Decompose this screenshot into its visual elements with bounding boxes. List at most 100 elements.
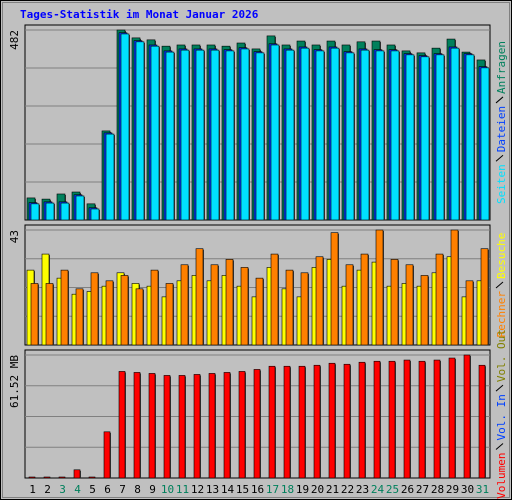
bar <box>103 431 111 479</box>
bar <box>120 33 130 221</box>
x-tick-label: 2 <box>44 483 51 496</box>
bar <box>315 256 324 346</box>
bar <box>405 264 414 346</box>
bar <box>283 365 291 479</box>
bar <box>225 259 234 346</box>
x-tick-label: 17 <box>266 483 279 496</box>
bar <box>238 371 246 479</box>
bar <box>118 371 126 479</box>
bar <box>45 283 54 346</box>
legend-label: Vol. Out <box>495 329 508 382</box>
bar <box>30 203 40 221</box>
x-tick-label: 20 <box>311 483 324 496</box>
bar <box>148 373 156 479</box>
y-tick-label: 482 <box>8 30 21 50</box>
bar <box>28 476 36 479</box>
x-tick-label: 6 <box>104 483 111 496</box>
bar <box>178 375 186 479</box>
bar <box>450 229 459 346</box>
x-tick-label: 4 <box>74 483 81 496</box>
bar <box>88 476 96 479</box>
bar <box>330 47 340 221</box>
bar <box>240 48 250 221</box>
bar <box>135 41 145 221</box>
bar <box>268 365 276 479</box>
bar <box>360 49 370 221</box>
x-tick-label: 22 <box>341 483 354 496</box>
bar <box>360 253 369 346</box>
x-tick-label: 9 <box>149 483 156 496</box>
bar <box>253 369 261 479</box>
bar <box>463 354 471 479</box>
x-tick-label: 25 <box>386 483 399 496</box>
bar <box>343 363 351 479</box>
bar <box>270 44 280 221</box>
bar <box>210 264 219 346</box>
bar <box>418 360 426 479</box>
bar <box>330 232 339 346</box>
bar <box>390 50 400 221</box>
bar <box>420 275 429 346</box>
x-tick-label: 28 <box>431 483 444 496</box>
bar <box>105 133 115 221</box>
x-tick-label: 15 <box>236 483 249 496</box>
bar <box>45 202 55 221</box>
bar <box>135 288 144 346</box>
bar <box>270 253 279 346</box>
x-tick-label: 19 <box>296 483 309 496</box>
legend-label: Vol. In <box>495 394 508 440</box>
bar <box>375 50 385 221</box>
x-tick-label: 14 <box>221 483 235 496</box>
x-tick-label: 8 <box>134 483 141 496</box>
legend-separator <box>495 96 504 104</box>
bar <box>30 283 39 346</box>
bar <box>390 259 399 346</box>
bar <box>450 47 460 221</box>
bar <box>480 248 489 346</box>
bar <box>388 360 396 479</box>
bar <box>465 280 474 346</box>
bar <box>298 365 306 479</box>
bar <box>420 56 430 221</box>
bar <box>165 283 174 346</box>
bar <box>403 359 411 479</box>
bar <box>208 373 216 479</box>
x-tick-label: 18 <box>281 483 294 496</box>
bar <box>435 253 444 346</box>
bar <box>150 269 159 346</box>
x-tick-label: 10 <box>161 483 174 496</box>
bar <box>43 476 51 479</box>
bar <box>193 374 201 479</box>
x-tick-label: 5 <box>89 483 96 496</box>
chart-title: Tages-Statistik im Monat Januar 2026 <box>20 8 259 21</box>
bar <box>300 47 310 221</box>
x-tick-label: 11 <box>176 483 189 496</box>
bar <box>285 269 294 346</box>
bar <box>345 52 355 221</box>
legend-separator <box>495 154 504 162</box>
bar <box>433 359 441 479</box>
legend-label: Dateien <box>495 106 508 152</box>
legend-separator <box>495 384 504 392</box>
bar <box>180 49 190 221</box>
x-tick-label: 7 <box>119 483 126 496</box>
y-tick-label: 61.52 MB <box>8 355 21 408</box>
bar <box>163 375 171 479</box>
bar <box>165 51 175 221</box>
bar <box>150 45 160 221</box>
x-tick-label: 23 <box>356 483 369 496</box>
bar <box>373 360 381 479</box>
bar <box>90 208 100 221</box>
bar <box>90 272 99 346</box>
x-tick-label: 24 <box>371 483 385 496</box>
x-tick-label: 1 <box>29 483 36 496</box>
bar <box>195 49 205 221</box>
bar <box>375 229 384 346</box>
bar <box>225 50 235 221</box>
bar <box>180 264 189 346</box>
bar <box>240 267 249 346</box>
bar <box>448 357 456 479</box>
legend-label: Rechner <box>495 291 508 338</box>
bar <box>75 288 84 346</box>
